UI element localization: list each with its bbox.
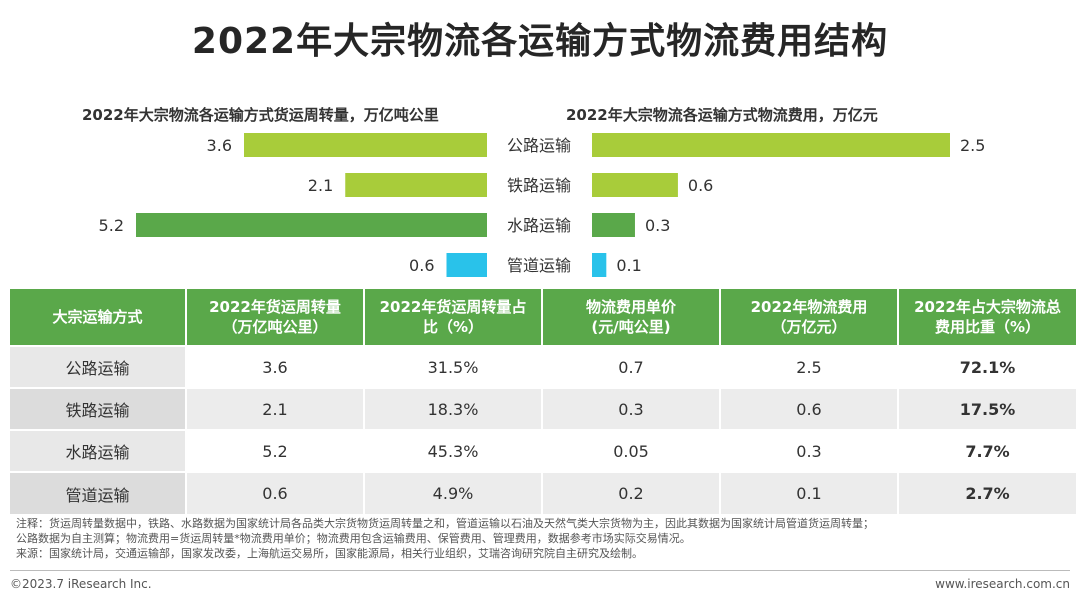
table-cell: 31.5% — [364, 345, 543, 388]
table-header-cell: 2022年货运周转量 （万亿吨公里） — [186, 289, 365, 346]
table-cell-mode: 铁路运输 — [10, 387, 187, 430]
table-cell: 0.3 — [542, 387, 721, 430]
table-cell: 0.6 — [720, 387, 899, 430]
left-bar-label: 3.6 — [207, 136, 232, 155]
table-cell: 5.2 — [186, 429, 365, 472]
left-bar-label: 0.6 — [409, 256, 434, 275]
right-bar-label: 0.1 — [616, 256, 641, 275]
category-label: 铁路运输 — [507, 176, 571, 195]
table-header-cell: 2022年物流费用 （万亿元） — [720, 289, 899, 346]
right-bar-label: 0.6 — [688, 176, 713, 195]
table-row: 公路运输 3.6 31.5% 0.7 2.5 72.1% — [10, 345, 1076, 388]
source-line: 来源：国家统计局，交通运输部，国家发改委，上海航运交易所，国家能源局，相关行业组… — [16, 547, 643, 560]
right-bar-label: 2.5 — [960, 136, 985, 155]
table-row: 水路运输 5.2 45.3% 0.05 0.3 7.7% — [10, 429, 1076, 472]
table-cell: 0.7 — [542, 345, 721, 388]
table-cell: 0.05 — [542, 429, 721, 472]
right-bar — [592, 213, 635, 237]
left-bar — [136, 213, 487, 237]
table-cell-mode: 公路运输 — [10, 345, 187, 388]
table-cell-share: 72.1% — [898, 345, 1076, 388]
table-cell: 18.3% — [364, 387, 543, 430]
right-bar — [592, 173, 678, 197]
table-cell-share: 2.7% — [898, 471, 1076, 514]
page-title: 2022年大宗物流各运输方式物流费用结构 — [191, 21, 889, 62]
notes: 注释：货运周转量数据中，铁路、水路数据为国家统计局各品类大宗货物货运周转量之和，… — [16, 516, 1076, 561]
table-header-cell: 物流费用单价 (元/吨公里) — [542, 289, 721, 346]
table-cell: 0.6 — [186, 471, 365, 514]
left-bar — [244, 133, 487, 157]
left-bar — [446, 253, 487, 277]
table-cell-mode: 管道运输 — [10, 471, 187, 514]
table-row: 铁路运输 2.1 18.3% 0.3 0.6 17.5% — [10, 387, 1076, 430]
right-chart-title: 2022年大宗物流各运输方式物流费用，万亿元 — [566, 106, 878, 124]
table-cell: 45.3% — [364, 429, 543, 472]
table-row: 管道运输 0.6 4.9% 0.2 0.1 2.7% — [10, 471, 1076, 514]
table-header-row: 大宗运输方式 2022年货运周转量 （万亿吨公里） 2022年货运周转量占 比（… — [10, 289, 1076, 346]
note-line: 注释：货运周转量数据中，铁路、水路数据为国家统计局各品类大宗货物货运周转量之和，… — [16, 517, 874, 530]
right-bar-label: 0.3 — [645, 216, 670, 235]
website-link[interactable]: www.iresearch.com.cn — [935, 577, 1070, 591]
table-header-cell: 2022年占大宗物流总 费用比重（%） — [898, 289, 1076, 346]
table-header-cell: 2022年货运周转量占 比（%） — [364, 289, 543, 346]
copyright: ©2023.7 iResearch Inc. — [10, 577, 152, 591]
table-cell: 0.1 — [720, 471, 899, 514]
left-bar — [345, 173, 487, 197]
category-label: 水路运输 — [507, 216, 571, 235]
footer-divider — [10, 570, 1070, 571]
right-bar — [592, 133, 950, 157]
table-header-cell: 大宗运输方式 — [10, 289, 187, 346]
table-cell: 2.5 — [720, 345, 899, 388]
table-cell: 0.2 — [542, 471, 721, 514]
table-cell: 4.9% — [364, 471, 543, 514]
left-bar-label: 5.2 — [99, 216, 124, 235]
table-cell-share: 7.7% — [898, 429, 1076, 472]
butterfly-bar-chart: 3.6 公路运输 2.5 2.1 铁路运输 0.6 5.2 水路运输 0.3 0.6 管道运输 0.1 — [99, 133, 985, 277]
category-label: 公路运输 — [507, 136, 571, 155]
data-table: 大宗运输方式 2022年货运周转量 （万亿吨公里） 2022年货运周转量占 比（… — [10, 289, 1076, 514]
table-cell: 0.3 — [720, 429, 899, 472]
left-chart-title: 2022年大宗物流各运输方式货运周转量，万亿吨公里 — [82, 106, 439, 124]
table-cell: 3.6 — [186, 345, 365, 388]
right-bar — [592, 253, 607, 277]
table-cell-mode: 水路运输 — [10, 429, 187, 472]
category-label: 管道运输 — [507, 256, 571, 275]
table-cell: 2.1 — [186, 387, 365, 430]
table-cell-share: 17.5% — [898, 387, 1076, 430]
left-bar-label: 2.1 — [308, 176, 333, 195]
note-line: 公路数据为自主测算；物流费用=货运周转量*物流费用单价；物流费用包含运输费用、保… — [16, 532, 691, 545]
